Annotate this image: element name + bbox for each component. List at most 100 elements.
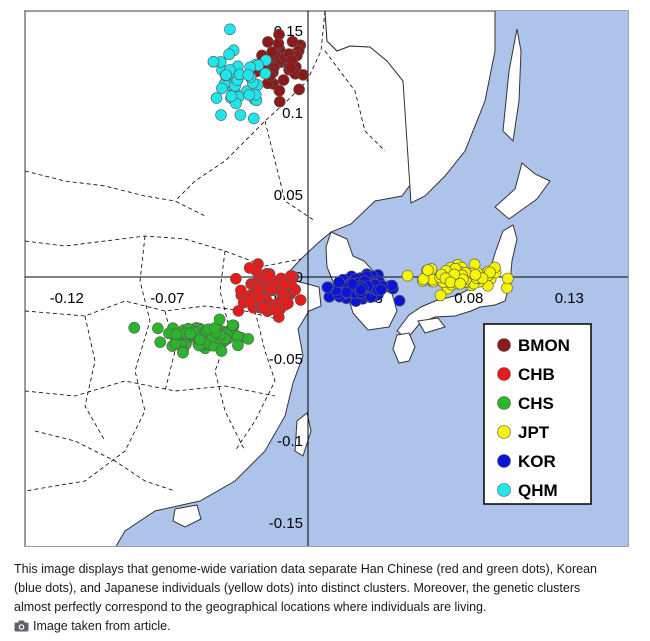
japan-shikoku — [417, 317, 446, 334]
data-point — [230, 272, 242, 285]
data-point — [355, 283, 367, 296]
taiwan-land — [294, 412, 312, 457]
data-point — [213, 313, 226, 326]
data-point — [215, 345, 228, 357]
legend: BMON CHB CHS JPT KOR QHM — [483, 323, 592, 505]
data-point — [194, 333, 206, 346]
data-point — [346, 278, 359, 290]
data-point — [223, 48, 235, 61]
data-point — [243, 89, 256, 101]
data-point — [215, 109, 227, 121]
data-point — [220, 69, 232, 81]
series-chs — [128, 313, 254, 359]
data-point — [207, 55, 220, 68]
legend-marker-bmon — [497, 338, 511, 352]
data-point — [269, 304, 282, 316]
data-point — [333, 276, 345, 289]
hainan-land — [172, 504, 202, 528]
data-point — [293, 83, 305, 96]
data-point — [257, 302, 270, 314]
x-tick-label: -0.12 — [50, 290, 84, 307]
y-tick-label: 0.05 — [274, 187, 303, 204]
data-point — [282, 297, 294, 310]
data-point — [422, 264, 434, 276]
data-point — [252, 282, 265, 295]
y-tick-label: -0.15 — [269, 515, 303, 532]
data-point — [242, 69, 255, 81]
data-point — [234, 109, 247, 121]
series-jpt — [401, 258, 514, 302]
data-point — [393, 294, 406, 307]
data-points — [128, 23, 514, 359]
data-point — [277, 74, 290, 86]
map-background — [25, 11, 628, 546]
data-point — [242, 333, 254, 345]
data-point — [232, 339, 244, 352]
series-chb — [230, 258, 307, 323]
y-tick-label: 0.1 — [282, 105, 303, 122]
data-point — [294, 294, 307, 306]
data-point — [273, 28, 285, 41]
legend-marker-kor — [497, 454, 511, 468]
data-point — [265, 283, 278, 296]
data-point — [247, 112, 260, 125]
data-point — [152, 322, 164, 335]
data-point — [232, 305, 245, 317]
data-point — [273, 84, 286, 97]
data-point — [273, 95, 286, 108]
data-point — [297, 69, 310, 81]
data-point — [454, 277, 466, 290]
data-point — [244, 296, 256, 308]
legend-label-chs: CHS — [518, 394, 554, 413]
camera-icon — [14, 620, 29, 632]
data-point — [224, 23, 236, 36]
y-tick-label: -0.1 — [277, 433, 303, 450]
sakhalin — [502, 28, 522, 143]
data-point — [243, 262, 256, 274]
data-point — [278, 278, 291, 291]
data-point — [259, 67, 272, 80]
series-kor — [321, 268, 406, 307]
data-point — [263, 271, 275, 283]
figure-caption: This image displays that genome-wide var… — [14, 562, 597, 614]
data-point — [262, 36, 274, 48]
data-point — [321, 281, 334, 294]
legend-label-jpt: JPT — [518, 423, 550, 442]
data-point — [434, 289, 447, 302]
legend-marker-chb — [497, 367, 511, 381]
data-point — [401, 269, 414, 282]
legend-label-chb: CHB — [518, 365, 555, 384]
legend-marker-jpt — [497, 425, 511, 439]
data-point — [210, 92, 223, 104]
data-point — [184, 327, 196, 340]
image-credit: Image taken from article. — [14, 619, 171, 633]
x-tick-label: -0.07 — [150, 290, 184, 307]
data-point — [375, 283, 387, 296]
data-point — [216, 82, 228, 95]
data-point — [286, 35, 299, 48]
data-point — [502, 272, 514, 285]
legend-label-kor: KOR — [518, 452, 556, 471]
japan-hokkaido — [494, 162, 551, 220]
series-qhm — [207, 23, 272, 125]
data-point — [285, 62, 297, 74]
data-point — [154, 336, 167, 348]
data-point — [177, 346, 189, 359]
data-point — [128, 321, 141, 334]
japan-kyushu — [392, 332, 416, 364]
axes — [25, 11, 628, 546]
legend-label-qhm: QHM — [518, 481, 558, 500]
pca-scatter-chart: -0.12-0.07-0.020.030.080.130.150.10.050-… — [25, 11, 628, 546]
credit-text: Image taken from article. — [33, 619, 171, 633]
legend-marker-chs — [497, 396, 511, 410]
data-point — [340, 286, 353, 299]
data-point — [226, 319, 239, 332]
legend-box — [483, 323, 592, 505]
data-point — [170, 328, 183, 341]
x-tick-label: 0.08 — [454, 290, 483, 307]
y-tick-label: -0.05 — [269, 351, 303, 368]
data-point — [235, 284, 247, 297]
japan-land — [396, 224, 518, 340]
data-point — [225, 90, 238, 102]
legend-entries: BMON CHB CHS JPT KOR QHM — [497, 336, 570, 500]
